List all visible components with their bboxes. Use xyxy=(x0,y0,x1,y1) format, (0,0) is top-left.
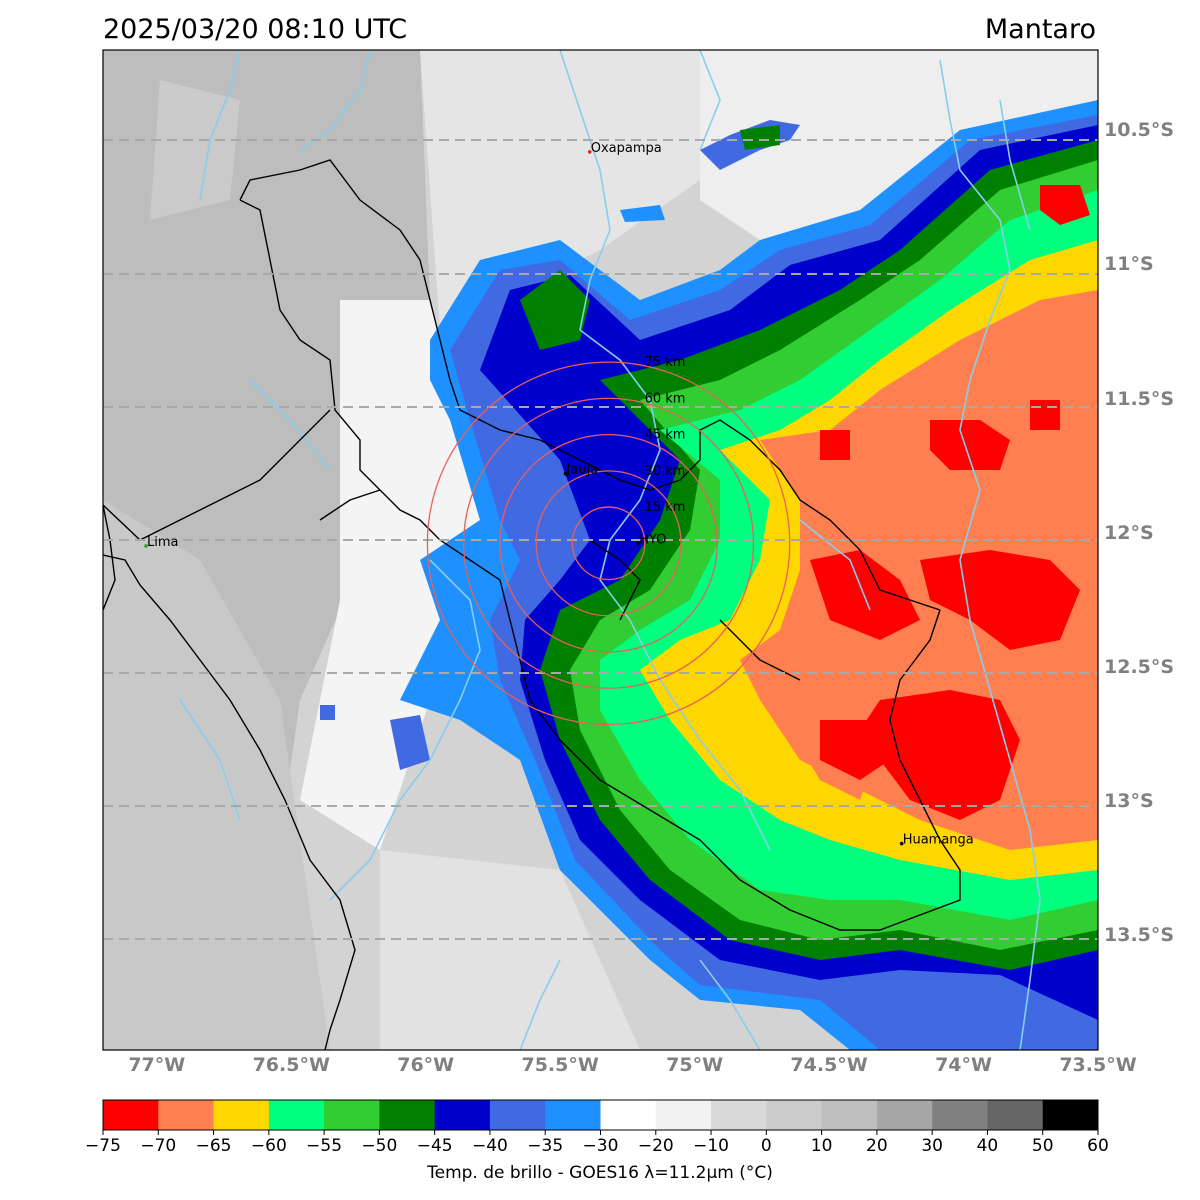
city-label: Jauja xyxy=(566,463,599,478)
city-dot xyxy=(899,841,904,846)
colorbar-swatch xyxy=(103,1100,159,1130)
colorbar-swatch xyxy=(876,1100,933,1130)
colorbar-tick-label: 10 xyxy=(810,1136,833,1156)
colorbar-swatch xyxy=(158,1100,215,1130)
colorbar-title: Temp. de brillo - GOES16 λ=11.2μm (°C) xyxy=(427,1163,773,1183)
range-ring-label: 45 km xyxy=(645,428,686,443)
longitude-label: 73.5°W xyxy=(1059,1054,1137,1076)
city-markers: Oxapampa Jauja Lima HYO Huamanga xyxy=(144,141,974,848)
range-ring-label: 60 km xyxy=(645,391,686,406)
colorbar-tick-label: −20 xyxy=(637,1136,674,1156)
colorbar-tick-label: 30 xyxy=(921,1136,943,1156)
latitude-label: 11.5°S xyxy=(1104,387,1175,410)
colorbar-swatch xyxy=(711,1100,767,1130)
city-dot xyxy=(144,544,148,548)
latitude-label: 11°S xyxy=(1104,253,1154,276)
colorbar-swatch xyxy=(821,1100,878,1130)
latitude-label: 13°S xyxy=(1104,789,1154,812)
colorbar-tick-label: −60 xyxy=(250,1136,287,1156)
colorbar-tick-label: −70 xyxy=(140,1136,177,1156)
colorbar-swatch xyxy=(1042,1100,1099,1130)
colorbar-swatch xyxy=(545,1100,601,1130)
colorbar-tick-label: −30 xyxy=(582,1136,619,1156)
map-imagery: 15 km 30 km 45 km 60 km 75 km Oxapampa Jauja L… xyxy=(103,50,1098,1050)
longitude-label: 74°W xyxy=(935,1054,992,1076)
longitude-label: 77°W xyxy=(128,1054,186,1076)
radar-range-rings: 15 km 30 km 45 km 60 km 75 km xyxy=(426,355,791,726)
colorbar-swatch xyxy=(600,1100,657,1130)
colorbar xyxy=(102,1099,1099,1135)
range-ring-label: 15 km xyxy=(645,500,686,515)
colorbar-swatch xyxy=(213,1100,270,1130)
region-name: Mantaro xyxy=(984,14,1096,45)
colorbar-tick-label: −40 xyxy=(471,1136,508,1156)
range-ring xyxy=(463,397,755,689)
colorbar-swatch xyxy=(655,1100,712,1130)
range-ring xyxy=(535,470,682,617)
city-dot xyxy=(563,471,568,476)
longitude-label: 75°W xyxy=(666,1054,724,1076)
colorbar-swatch xyxy=(434,1100,491,1130)
longitude-label: 76°W xyxy=(397,1054,455,1076)
latitude-label: 10.5°S xyxy=(1104,119,1175,142)
city-label: Huamanga xyxy=(903,833,974,848)
colorbar-tick-label: 20 xyxy=(866,1136,888,1156)
range-ring xyxy=(426,361,791,726)
longitude-label: 74.5°W xyxy=(790,1054,868,1076)
range-ring xyxy=(499,433,718,653)
city-label: Lima xyxy=(147,535,178,550)
city-label: Oxapampa xyxy=(591,141,662,156)
colorbar-tick-label: 0 xyxy=(760,1136,772,1156)
colorbar-tick-label: −35 xyxy=(527,1136,564,1156)
longitude-label: 75.5°W xyxy=(521,1054,599,1076)
colorbar-swatch xyxy=(932,1100,988,1130)
latitude-label: 12.5°S xyxy=(1104,655,1175,678)
colorbar-swatch xyxy=(489,1100,546,1130)
colorbar-tick-label: −45 xyxy=(416,1136,453,1156)
colorbar-tick-label: −65 xyxy=(195,1136,232,1156)
colorbar-tick-label: −55 xyxy=(306,1136,343,1156)
map-frame xyxy=(102,49,1099,1051)
colorbar-tick-label: 50 xyxy=(1031,1136,1054,1156)
colorbar-tick-label: 40 xyxy=(976,1136,999,1156)
colorbar-swatch xyxy=(766,1100,823,1130)
colorbar-swatch xyxy=(987,1100,1044,1130)
city-label: HYO xyxy=(639,532,666,547)
colorbar-swatch xyxy=(268,1100,325,1130)
colorbar-tick-label: 60 xyxy=(1087,1136,1109,1156)
colorbar-swatch xyxy=(324,1100,380,1130)
longitude-label: 76.5°W xyxy=(252,1054,330,1076)
latitude-label: 12°S xyxy=(1104,521,1154,544)
latitude-gridlines xyxy=(103,139,1098,940)
range-ring-label: 75 km xyxy=(645,355,686,370)
map-timestamp: 2025/03/20 08:10 UTC xyxy=(103,14,408,45)
range-ring xyxy=(571,506,646,581)
colorbar-tick-label: −10 xyxy=(693,1136,729,1156)
city-dot xyxy=(636,541,640,546)
colorbar-tick-label: −75 xyxy=(85,1136,121,1156)
latitude-label: 13.5°S xyxy=(1104,923,1175,946)
colorbar-tick-label: −50 xyxy=(361,1136,398,1156)
colorbar-swatch xyxy=(379,1100,436,1130)
city-dot xyxy=(587,150,592,154)
range-ring-label: 30 km xyxy=(645,464,686,479)
